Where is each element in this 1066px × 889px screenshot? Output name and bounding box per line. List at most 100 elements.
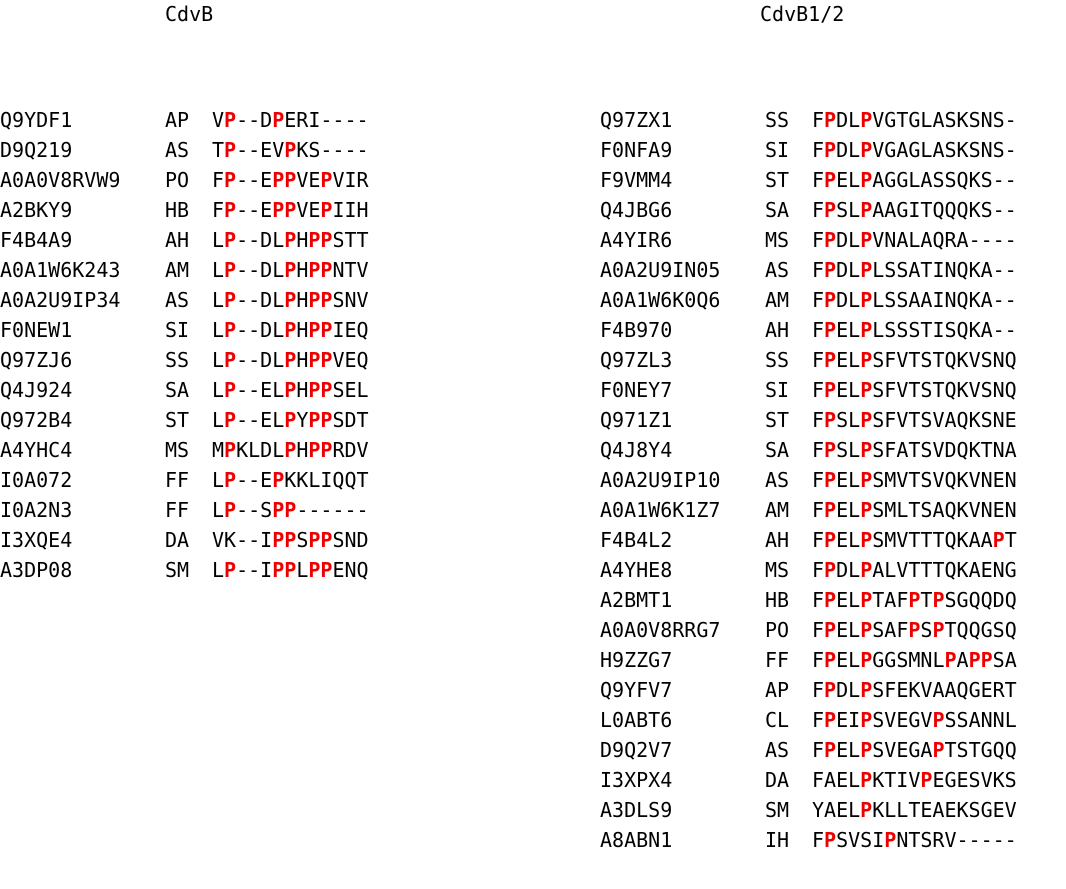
organism-code: SA xyxy=(765,198,790,222)
sequence-segment: FP--EPPVEPVIR xyxy=(212,168,369,192)
organism-code: AP xyxy=(765,678,790,702)
proline-highlight: PP xyxy=(308,378,333,402)
accession-id: I3XPX4 xyxy=(600,768,673,792)
organism-code: MS xyxy=(765,228,790,252)
proline-highlight: P xyxy=(860,588,873,612)
proline-highlight: P xyxy=(284,408,297,432)
sequence-segment: FPELPSAFPSPTQQGSQ xyxy=(812,618,1017,642)
alignment-row: A0A1W6K0Q6 AM FPDLPLSSAAINQKA-- xyxy=(600,285,1017,315)
sequence-segment: FPDLPLSSATINQKA-- xyxy=(812,258,1017,282)
alignment-row: F4B4A9 AH LP--DLPHPPSTT xyxy=(0,225,369,255)
proline-highlight: PP xyxy=(272,168,297,192)
proline-highlight: P xyxy=(944,648,957,672)
accession-id: A2BKY9 xyxy=(0,198,73,222)
organism-code: SI xyxy=(765,378,790,402)
accession-id: A0A1W6K243 xyxy=(0,258,121,282)
proline-highlight: P xyxy=(932,738,945,762)
organism-code: FF xyxy=(165,468,190,492)
proline-highlight: P xyxy=(920,768,933,792)
alignment-row: I3XPX4 DA FAELPKTIVPEGESVKS xyxy=(600,765,1017,795)
proline-highlight: P xyxy=(860,168,873,192)
organism-code: FF xyxy=(765,648,790,672)
sequence-segment: FPELPSMLTSAQKVNEN xyxy=(812,498,1017,522)
accession-id: I0A2N3 xyxy=(0,498,73,522)
proline-highlight: P xyxy=(224,438,237,462)
alignment-row: A0A2U9IP10 AS FPELPSMVTSVQKVNEN xyxy=(600,465,1017,495)
sequence-segment: LP--DLPHPPNTV xyxy=(212,258,369,282)
proline-highlight: P xyxy=(824,408,837,432)
cdvb-alignment-panel: Q9YDF1 AP VP--DPERI---- D9Q219 AS TP--EVPKS--… xyxy=(0,105,369,585)
proline-highlight: P xyxy=(860,138,873,162)
sequence-segment: LP--ELPYPPSDT xyxy=(212,408,369,432)
proline-highlight: PP xyxy=(308,258,333,282)
accession-id: A0A2U9IP34 xyxy=(0,288,121,312)
sequence-segment: FPELPSVEGAPTSTGQQ xyxy=(812,738,1017,762)
proline-highlight: P xyxy=(824,588,837,612)
sequence-segment: FPELPTAFPTPSGQQDQ xyxy=(812,588,1017,612)
alignment-row: A4YHE8 MS FPDLPALVTTTQKAENG xyxy=(600,555,1017,585)
sequence-segment: LP--EPKKLIQQT xyxy=(212,468,369,492)
accession-id: A0A1W6K0Q6 xyxy=(600,288,721,312)
proline-highlight: P xyxy=(884,828,897,852)
alignment-row: L0ABT6 CL FPEIPSVEGVPSSANNL xyxy=(600,705,1017,735)
proline-highlight: P xyxy=(824,378,837,402)
sequence-segment: FPELPSFVTSTQKVSNQ xyxy=(812,378,1017,402)
sequence-segment: VP--DPERI---- xyxy=(212,108,369,132)
sequence-segment: FPSLPAAGITQQQKS-- xyxy=(812,198,1017,222)
sequence-segment: LP--IPPLPPENQ xyxy=(212,558,369,582)
proline-highlight: P xyxy=(224,108,237,132)
proline-highlight: P xyxy=(824,228,837,252)
alignment-row: F4B970 AH FPELPLSSSTISQKA-- xyxy=(600,315,1017,345)
sequence-segment: FPSLPSFVTSVAQKSNE xyxy=(812,408,1017,432)
accession-id: A4YIR6 xyxy=(600,228,673,252)
sequence-segment: FPDLPVNALAQRA---- xyxy=(812,228,1017,252)
organism-code: AS xyxy=(165,138,190,162)
alignment-row: Q9YDF1 AP VP--DPERI---- xyxy=(0,105,369,135)
organism-code: PO xyxy=(765,618,790,642)
alignment-row: A8ABN1 IH FPSVSIPNTSRV----- xyxy=(600,825,1017,855)
proline-highlight: PP xyxy=(272,558,297,582)
organism-code: SI xyxy=(165,318,190,342)
sequence-segment: FPDLPALVTTTQKAENG xyxy=(812,558,1017,582)
organism-code: AH xyxy=(765,318,790,342)
sequence-segment: LP--DLPHPPSTT xyxy=(212,228,369,252)
proline-highlight: P xyxy=(284,288,297,312)
accession-id: F4B4A9 xyxy=(0,228,73,252)
alignment-row: F0NEW1 SI LP--DLPHPPIEQ xyxy=(0,315,369,345)
proline-highlight: P xyxy=(860,348,873,372)
sequence-segment: FPSVSIPNTSRV----- xyxy=(812,828,1017,852)
accession-id: A0A2U9IP10 xyxy=(600,468,721,492)
sequence-segment: YAELPKLLTEAEKSGEV xyxy=(812,798,1017,822)
alignment-row: A2BMT1 HB FPELPTAFPTPSGQQDQ xyxy=(600,585,1017,615)
accession-id: I3XQE4 xyxy=(0,528,73,552)
alignment-row: Q97ZL3 SS FPELPSFVTSTQKVSNQ xyxy=(600,345,1017,375)
proline-highlight: P xyxy=(860,558,873,582)
proline-highlight: P xyxy=(224,318,237,342)
organism-code: AS xyxy=(765,468,790,492)
organism-code: DA xyxy=(165,528,190,552)
alignment-row: A3DLS9 SM YAELPKLLTEAEKSGEV xyxy=(600,795,1017,825)
organism-code: SS xyxy=(765,348,790,372)
proline-highlight: P xyxy=(224,348,237,372)
alignment-row: H9ZZG7 FF FPELPGGSMNLPAPPSA xyxy=(600,645,1017,675)
accession-id: A0A1W6K1Z7 xyxy=(600,498,721,522)
alignment-row: A0A2U9IP34 AS LP--DLPHPPSNV xyxy=(0,285,369,315)
proline-highlight: P xyxy=(860,408,873,432)
sequence-segment: FPDLPSFEKVAAQGERT xyxy=(812,678,1017,702)
proline-highlight: P xyxy=(932,708,945,732)
accession-id: Q4J8Y4 xyxy=(600,438,673,462)
organism-code: HB xyxy=(765,588,790,612)
accession-id: Q97ZX1 xyxy=(600,108,673,132)
sequence-segment: FPELPSFVTSTQKVSNQ xyxy=(812,348,1017,372)
proline-highlight: PP xyxy=(272,528,297,552)
alignment-row: A4YHC4 MS MPKLDLPHPPRDV xyxy=(0,435,369,465)
organism-code: AS xyxy=(165,288,190,312)
proline-highlight: PP xyxy=(308,438,333,462)
proline-highlight: P xyxy=(908,588,921,612)
organism-code: FF xyxy=(165,498,190,522)
accession-id: D9Q219 xyxy=(0,138,73,162)
organism-code: AS xyxy=(765,738,790,762)
sequence-segment: FPELPGGSMNLPAPPSA xyxy=(812,648,1017,672)
proline-highlight: P xyxy=(284,228,297,252)
sequence-segment: LP--DLPHPPVEQ xyxy=(212,348,369,372)
